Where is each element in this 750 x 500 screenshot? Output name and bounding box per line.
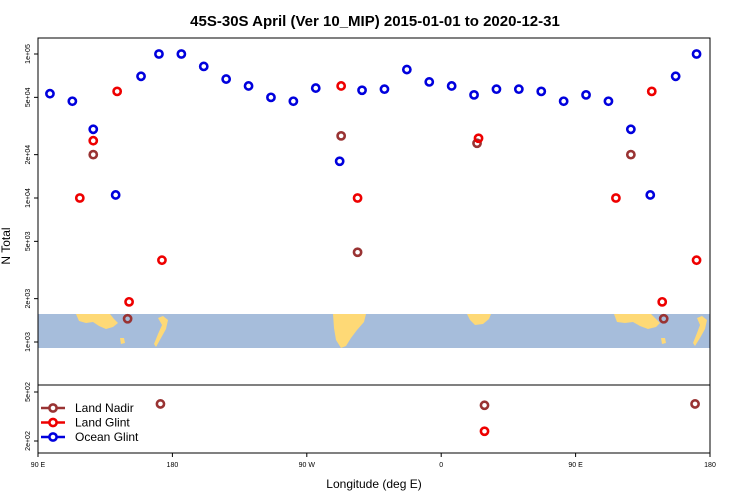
data-point (198, 61, 209, 72)
data-point (658, 313, 669, 324)
data-point (691, 255, 702, 266)
map-land-south-america (333, 314, 366, 348)
data-point (336, 81, 347, 91)
series-ocean-glint (45, 49, 702, 200)
data-point (446, 81, 457, 91)
data-point (110, 190, 121, 200)
data-point (352, 193, 363, 203)
legend-label: Ocean Glint (75, 430, 139, 444)
world-map-strip (38, 314, 710, 348)
data-point (479, 426, 490, 437)
data-point (469, 89, 479, 100)
series-land-glint (74, 81, 702, 437)
data-point (491, 84, 502, 95)
data-point (536, 86, 547, 97)
data-point (670, 71, 681, 82)
data-point (513, 84, 524, 95)
map-land-tasmania-right (661, 338, 666, 344)
data-point (691, 49, 702, 59)
map-land-australia-left (76, 314, 118, 329)
legend-label: Land Glint (75, 416, 130, 430)
data-point (479, 400, 490, 411)
data-point (625, 149, 636, 160)
y-tick-label: 1e+04 (25, 188, 32, 208)
data-point (67, 96, 78, 107)
y-axis-label: N Total (0, 227, 13, 264)
data-point (154, 49, 164, 59)
y-tick-label: 5e+04 (25, 87, 32, 107)
y-tick-label: 2e+04 (25, 145, 32, 165)
data-point (401, 64, 412, 75)
data-point (690, 399, 700, 409)
y-tick-label: 1e+05 (25, 44, 32, 64)
data-point (357, 85, 367, 96)
map-ocean (38, 314, 710, 348)
x-tick-label: 90 E (31, 462, 46, 469)
y-tick-label: 2e+03 (25, 289, 32, 309)
data-point (334, 156, 345, 167)
data-point (266, 92, 276, 103)
x-axis-label: Longitude (deg E) (326, 477, 421, 491)
map-land-newzealand-left (154, 316, 168, 347)
legend-marker (48, 417, 58, 428)
data-point (424, 77, 435, 87)
map-land-newzealand-right (693, 316, 707, 346)
data-point (88, 124, 99, 135)
axes: 90 E 180 90 W 0 90 E 180 1e+03 2e+03 5e+03 1e+04 2… (25, 44, 716, 469)
data-point (122, 313, 133, 324)
map-land-australia-right (614, 314, 660, 329)
data-point (112, 86, 123, 97)
map-land-africa (467, 314, 491, 325)
legend-marker (48, 403, 58, 413)
data-point (646, 86, 657, 97)
chart-title: 45S-30S April (Ver 10_MIP) 2015-01-01 to… (190, 13, 560, 30)
data-points (45, 49, 702, 437)
data-point (124, 296, 134, 307)
data-point (221, 74, 232, 84)
data-point (472, 138, 482, 149)
data-point (379, 84, 390, 95)
y-tick-label-lower: 5e+02 (25, 382, 32, 402)
data-point (176, 49, 187, 59)
x-tick-label: 90 W (299, 462, 316, 469)
data-point (88, 135, 99, 146)
data-point (336, 130, 347, 141)
y-tick-label: 1e+03 (25, 332, 32, 352)
data-point (288, 96, 299, 107)
lower-panel-frame (37, 384, 711, 454)
y-tick-label-lower: 2e+02 (25, 431, 32, 451)
data-point (645, 190, 656, 200)
data-point (657, 296, 668, 307)
x-tick-label: 90 E (568, 462, 583, 469)
data-point (88, 149, 99, 160)
data-point (625, 124, 636, 135)
data-point (136, 71, 146, 82)
data-point (155, 399, 166, 409)
data-point (45, 88, 55, 99)
data-point (473, 133, 484, 144)
data-point (352, 247, 363, 258)
y-tick-label: 5e+03 (25, 231, 32, 251)
map-land-tasmania-left (120, 338, 125, 344)
data-point (74, 193, 85, 203)
data-point (581, 89, 591, 100)
x-tick-label: 0 (439, 462, 443, 469)
data-point (243, 81, 254, 91)
x-tick-label: 180 (167, 462, 179, 469)
x-tick-label: 180 (704, 462, 716, 469)
legend-marker (48, 432, 58, 442)
data-point (157, 255, 167, 266)
data-point (310, 83, 321, 93)
data-point (611, 193, 621, 203)
data-point (558, 96, 569, 107)
legend-label: Land Nadir (75, 401, 134, 415)
series-land-nadir (88, 130, 700, 411)
data-point (603, 96, 614, 107)
